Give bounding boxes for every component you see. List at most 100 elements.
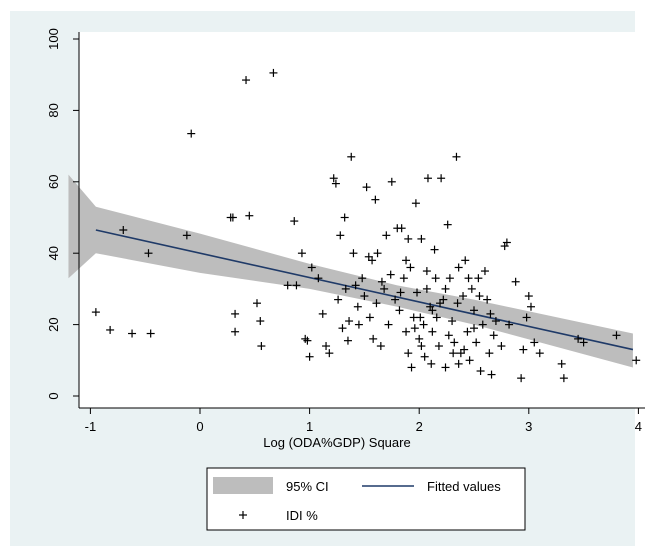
data-point <box>329 174 338 183</box>
data-point <box>448 317 457 326</box>
ci-band <box>68 174 633 368</box>
data-point <box>384 320 393 329</box>
data-point <box>557 359 566 368</box>
data-point <box>476 367 485 376</box>
data-point <box>353 302 362 311</box>
data-point <box>402 256 411 265</box>
data-point <box>431 274 440 283</box>
data-point <box>231 309 240 318</box>
data-point <box>483 295 492 304</box>
data-point <box>283 281 292 290</box>
data-point <box>119 225 128 234</box>
data-point <box>511 277 520 286</box>
y-tick-label: 0 <box>46 392 61 399</box>
data-point <box>364 252 373 261</box>
data-point <box>318 309 327 318</box>
x-tick-label: 2 <box>416 419 423 434</box>
data-point <box>395 306 404 315</box>
data-point <box>454 263 463 272</box>
data-point <box>427 359 436 368</box>
data-point <box>146 329 155 338</box>
data-point <box>460 345 469 354</box>
data-point <box>428 306 437 315</box>
legend-label-fit: Fitted values <box>427 479 501 494</box>
data-point <box>407 363 416 372</box>
data-point <box>419 320 428 329</box>
data-point <box>436 299 445 308</box>
data-point <box>404 349 413 358</box>
data-point <box>632 356 641 365</box>
data-point <box>297 249 306 258</box>
data-point <box>434 342 443 351</box>
data-point <box>428 327 437 336</box>
data-point <box>453 299 462 308</box>
data-point <box>402 327 411 336</box>
y-tick-label: 100 <box>46 28 61 50</box>
y-tick-label: 60 <box>46 175 61 189</box>
data-point <box>369 334 378 343</box>
data-point <box>290 217 299 226</box>
data-point <box>410 324 419 333</box>
data-point <box>441 363 450 372</box>
data-point <box>437 174 446 183</box>
data-point <box>505 320 514 329</box>
y-tick-label: 80 <box>46 103 61 117</box>
data-point <box>497 342 506 351</box>
data-point <box>347 152 356 161</box>
data-point <box>397 224 406 233</box>
data-point <box>449 349 458 358</box>
data-point <box>404 234 413 243</box>
data-point <box>351 281 360 290</box>
data-point <box>307 263 316 272</box>
data-point <box>475 292 484 301</box>
data-point <box>450 338 459 347</box>
data-point <box>387 177 396 186</box>
data-point <box>257 342 266 351</box>
data-point <box>305 352 314 361</box>
data-point <box>341 284 350 293</box>
data-point <box>423 174 432 183</box>
data-point <box>444 331 453 340</box>
data-point <box>368 256 377 265</box>
data-point <box>182 231 191 240</box>
data-point <box>452 152 461 161</box>
data-point <box>530 338 539 347</box>
data-point <box>467 284 476 293</box>
data-point <box>360 292 369 301</box>
data-point <box>331 179 340 188</box>
data-point <box>252 299 261 308</box>
data-point <box>612 331 621 340</box>
data-point <box>472 338 481 347</box>
data-point <box>391 295 400 304</box>
data-point <box>382 231 391 240</box>
data-point <box>245 211 254 220</box>
data-point <box>242 76 251 85</box>
data-point <box>456 349 465 358</box>
data-point <box>336 231 345 240</box>
data-point <box>454 359 463 368</box>
data-point <box>338 324 347 333</box>
legend-label-idi: IDI % <box>286 508 318 523</box>
data-point <box>416 313 425 322</box>
data-point <box>349 249 358 258</box>
data-point <box>292 281 301 290</box>
legend-swatch-ci <box>213 477 273 494</box>
data-point <box>470 324 478 333</box>
data-point <box>417 234 426 243</box>
data-point <box>376 342 385 351</box>
data-point <box>362 183 371 192</box>
data-point <box>461 256 470 265</box>
data-point <box>372 299 381 308</box>
data-point <box>485 349 494 358</box>
x-tick-label: 4 <box>635 419 642 434</box>
data-point <box>445 274 454 283</box>
data-point <box>380 284 389 293</box>
data-point <box>524 292 533 301</box>
data-point <box>340 213 349 222</box>
data-point <box>422 267 431 276</box>
data-point <box>343 336 352 345</box>
data-point <box>144 249 153 258</box>
data-point <box>430 245 439 254</box>
data-point <box>420 352 429 361</box>
